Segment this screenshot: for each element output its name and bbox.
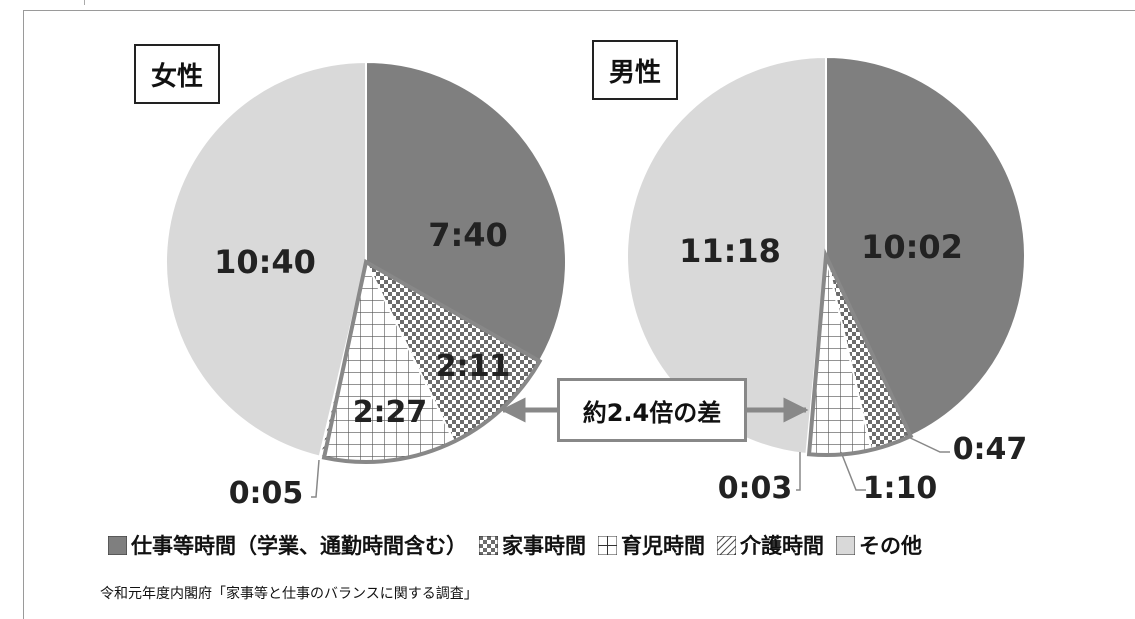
legend: 仕事等時間（学業、通勤時間含む） 家事時間 育児時間 介護時間 その他: [108, 530, 934, 560]
legend-swatch-childcare: [598, 535, 617, 555]
male-label-other: 11:18: [679, 232, 781, 270]
legend-swatch-housework: [479, 535, 498, 555]
legend-item-other: その他: [836, 530, 922, 560]
pie-male: [626, 55, 1026, 457]
legend-item-nursing: 介護時間: [717, 530, 824, 560]
legend-label-nursing: 介護時間: [740, 534, 824, 558]
male-leader-housework: [903, 434, 950, 453]
legend-label-housework: 家事時間: [502, 534, 586, 558]
legend-item-childcare: 育児時間: [598, 530, 705, 560]
corner-tick: [84, 0, 85, 5]
source-note: 令和元年度内閣府「家事等と仕事のバランスに関する調査」: [100, 586, 478, 602]
female-label-nursing: 0:05: [229, 476, 304, 511]
legend-label-other: その他: [859, 534, 922, 558]
male-slice-work: [825, 55, 1026, 438]
legend-item-housework: 家事時間: [479, 530, 586, 560]
female-pie-title: 女性: [134, 44, 220, 104]
legend-label-work: 仕事等時間（学業、通勤時間含む）: [131, 534, 467, 558]
male-pie-title: 男性: [592, 40, 678, 100]
chart-frame: [23, 10, 1135, 619]
legend-item-work: 仕事等時間（学業、通勤時間含む）: [108, 530, 467, 560]
difference-callout: 約2.4倍の差: [557, 378, 747, 442]
legend-swatch-other: [836, 535, 855, 555]
legend-label-childcare: 育児時間: [621, 534, 705, 558]
female-leader-nursing: [311, 459, 320, 498]
female-label-other: 10:40: [214, 243, 316, 281]
legend-swatch-nursing: [717, 535, 736, 555]
male-leader-childcare: [840, 451, 866, 491]
male-label-work: 10:02: [861, 228, 963, 266]
pie-female: [164, 60, 567, 464]
female-label-childcare: 2:27: [353, 395, 428, 430]
female-label-housework: 2:11: [436, 349, 511, 384]
male-leader-nursing: [796, 452, 801, 491]
male-label-childcare: 1:10: [863, 471, 938, 506]
male-label-nursing: 0:03: [718, 471, 793, 506]
male-label-housework: 0:47: [953, 432, 1028, 467]
female-label-work: 7:40: [428, 216, 508, 254]
female-emphasis-outline: [321, 258, 543, 464]
legend-swatch-work: [108, 535, 127, 555]
label-layer: 7:40 2:112:27 0:05 10:40 10:02 0:47 1:10 0:03 11…: [214, 216, 1027, 511]
female-slice-other: [164, 60, 367, 458]
female-slice-work: [365, 60, 567, 363]
